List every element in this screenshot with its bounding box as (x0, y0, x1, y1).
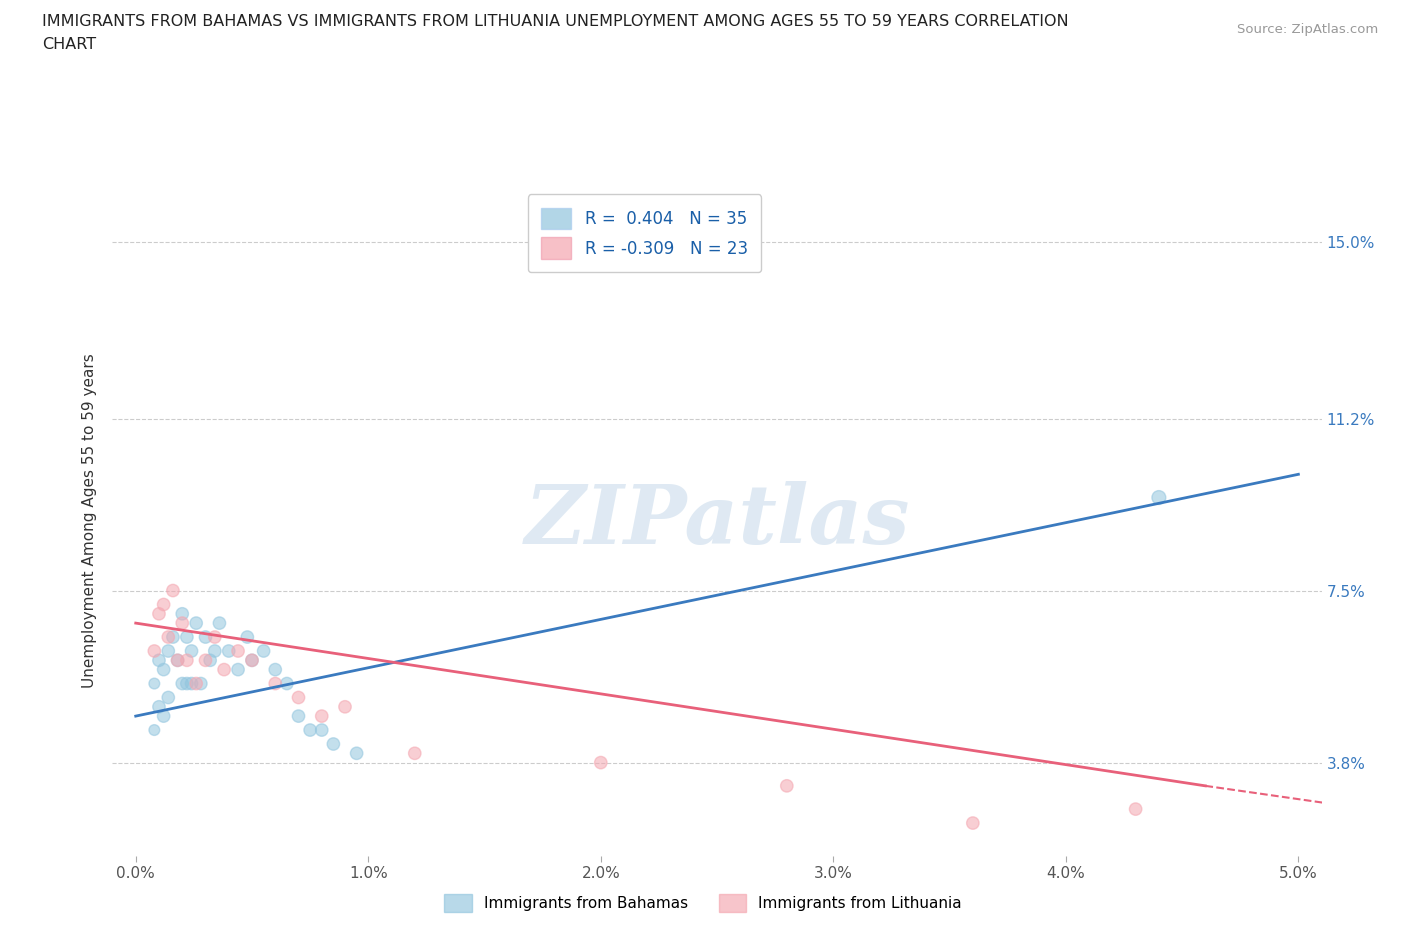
Point (198, 653, 221, 668)
Point (589, 755, 612, 770)
Point (148, 653, 170, 668)
Point (218, 644, 240, 658)
Point (962, 816, 984, 830)
Point (404, 746, 426, 761)
Point (212, 662, 235, 677)
Text: Source: ZipAtlas.com: Source: ZipAtlas.com (1237, 23, 1378, 36)
Point (322, 737, 344, 751)
Point (186, 616, 208, 631)
Point (152, 662, 174, 677)
Point (176, 676, 198, 691)
Point (253, 644, 276, 658)
Point (157, 630, 180, 644)
Point (226, 644, 249, 658)
Point (143, 644, 166, 658)
Point (311, 709, 333, 724)
Point (162, 630, 184, 644)
Legend: R =  0.404   N = 35, R = -0.309   N = 23: R = 0.404 N = 35, R = -0.309 N = 23 (527, 194, 761, 272)
Point (208, 616, 231, 631)
Point (240, 653, 263, 668)
Point (194, 630, 217, 644)
Point (152, 597, 174, 612)
Point (194, 653, 217, 668)
Point (240, 653, 263, 668)
Text: ZIPatlas: ZIPatlas (524, 481, 910, 561)
Point (264, 662, 287, 677)
Legend: Immigrants from Bahamas, Immigrants from Lithuania: Immigrants from Bahamas, Immigrants from… (439, 888, 967, 918)
Point (166, 653, 188, 668)
Point (186, 676, 208, 691)
Text: IMMIGRANTS FROM BAHAMAS VS IMMIGRANTS FROM LITHUANIA UNEMPLOYMENT AMONG AGES 55 : IMMIGRANTS FROM BAHAMAS VS IMMIGRANTS FR… (42, 14, 1069, 29)
Point (172, 606, 194, 621)
Point (204, 644, 226, 658)
Point (190, 676, 212, 691)
Point (1125, 802, 1147, 817)
Y-axis label: Unemployment Among Ages 55 to 59 years: Unemployment Among Ages 55 to 59 years (82, 353, 97, 688)
Point (287, 690, 309, 705)
Point (172, 676, 194, 691)
Point (287, 709, 309, 724)
Point (226, 662, 249, 677)
Point (333, 699, 356, 714)
Point (311, 723, 333, 737)
Point (148, 606, 170, 621)
Point (152, 709, 174, 724)
Point (143, 723, 166, 737)
Point (1147, 490, 1170, 505)
Point (276, 676, 298, 691)
Point (172, 616, 194, 631)
Point (180, 644, 202, 658)
Point (180, 676, 202, 691)
Point (346, 746, 368, 761)
Point (143, 676, 166, 691)
Point (157, 690, 180, 705)
Point (148, 699, 170, 714)
Point (166, 653, 188, 668)
Text: CHART: CHART (42, 37, 96, 52)
Point (176, 653, 198, 668)
Point (264, 676, 287, 691)
Point (162, 583, 184, 598)
Point (236, 630, 259, 644)
Point (299, 723, 322, 737)
Point (776, 778, 799, 793)
Point (157, 644, 180, 658)
Point (204, 630, 226, 644)
Point (176, 630, 198, 644)
